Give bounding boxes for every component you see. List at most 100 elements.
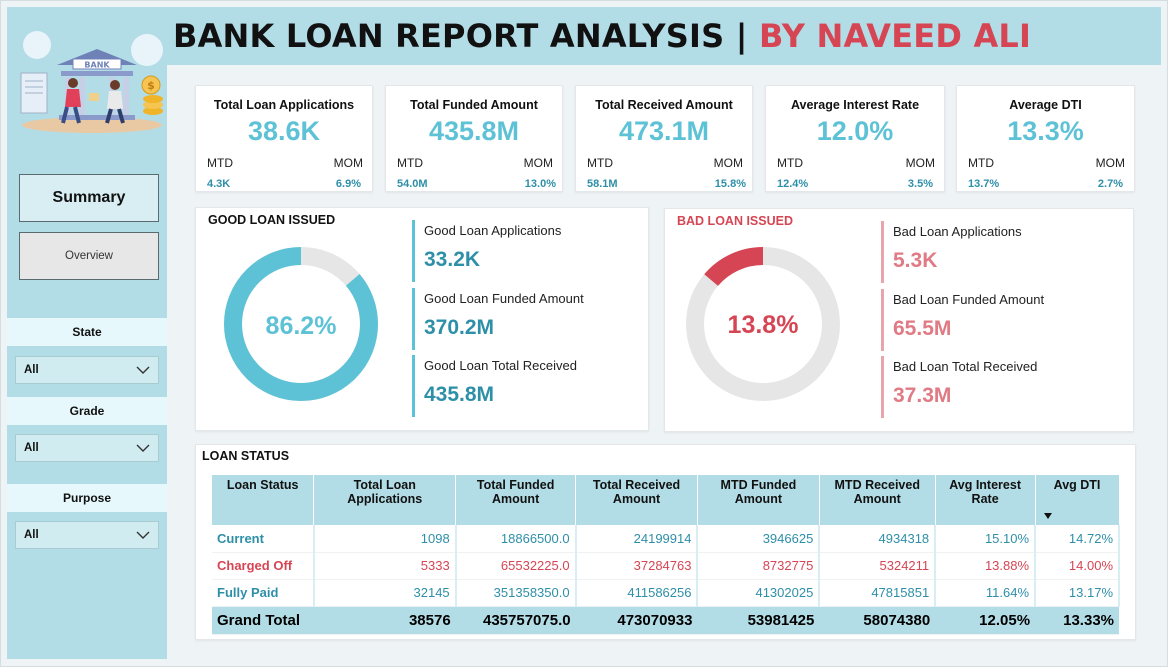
donut-arc bbox=[224, 247, 378, 401]
sort-descending-icon bbox=[1043, 513, 1052, 519]
cell: 24199914 bbox=[575, 525, 699, 553]
purpose-filter-select[interactable]: All bbox=[15, 521, 159, 549]
title-main: BANK LOAN REPORT ANALYSIS | bbox=[173, 17, 759, 55]
cell: 18866500.0 bbox=[455, 525, 577, 553]
kpi-card-total-applications[interactable]: Total Loan Applications 38.6K MTD MOM 4.… bbox=[195, 85, 373, 192]
cell: 411586256 bbox=[575, 579, 699, 607]
good-loan-title: GOOD LOAN ISSUED bbox=[208, 213, 336, 227]
metric-value: 65.5M bbox=[893, 317, 952, 340]
cell: 351358350.0 bbox=[455, 579, 577, 607]
summary-button[interactable]: Summary bbox=[19, 174, 159, 222]
bad-loan-donut[interactable]: 13.8% bbox=[682, 243, 844, 405]
mtd-value: 4.3K bbox=[207, 178, 231, 190]
cell: 14.00% bbox=[1035, 552, 1120, 580]
chevron-down-icon bbox=[136, 444, 150, 452]
loan-status-title: LOAN STATUS bbox=[202, 449, 290, 463]
sidebar: BANK $ Summary Overview State All Grade bbox=[7, 7, 167, 659]
purpose-filter-value: All bbox=[24, 529, 39, 541]
mom-label: MOM bbox=[1095, 156, 1125, 170]
state-filter-value: All bbox=[24, 364, 39, 376]
bad-loan-percent: 13.8% bbox=[728, 311, 799, 339]
column-header[interactable]: Total Funded Amount bbox=[455, 475, 577, 525]
table-row[interactable]: Current 1098 18866500.0 24199914 3946625… bbox=[212, 525, 1120, 553]
mtd-label: MTD bbox=[777, 156, 803, 170]
column-header[interactable]: Total Loan Applications bbox=[313, 475, 457, 525]
grade-filter-label: Grade bbox=[7, 397, 167, 425]
state-filter-label: State bbox=[7, 318, 167, 346]
overview-button[interactable]: Overview bbox=[19, 232, 159, 280]
mom-label: MOM bbox=[333, 156, 363, 170]
metric-label: Good Loan Total Received bbox=[424, 358, 577, 373]
column-header[interactable]: Avg Interest Rate bbox=[935, 475, 1036, 525]
cell: 8732775 bbox=[697, 552, 821, 580]
cell: Current bbox=[212, 525, 315, 553]
svg-text:$: $ bbox=[147, 79, 155, 92]
table-row[interactable]: Charged Off 5333 65532225.0 37284763 873… bbox=[212, 552, 1120, 580]
cell: 435757075.0 bbox=[455, 606, 576, 635]
cell: 473070933 bbox=[575, 606, 698, 635]
bad-loan-funded: Bad Loan Funded Amount 65.5M bbox=[881, 289, 1091, 351]
metric-label: Bad Loan Funded Amount bbox=[893, 292, 1045, 307]
state-filter-select[interactable]: All bbox=[15, 356, 159, 384]
mtd-value: 58.1M bbox=[587, 178, 618, 190]
cell: 65532225.0 bbox=[455, 552, 577, 580]
kpi-card-total-received[interactable]: Total Received Amount 473.1M MTD MOM 58.… bbox=[575, 85, 753, 192]
cell: 12.05% bbox=[935, 606, 1036, 635]
title-author: BY NAVEED ALI bbox=[758, 17, 1032, 55]
metric-label: Bad Loan Applications bbox=[893, 224, 1022, 239]
good-loan-donut[interactable]: 86.2% bbox=[220, 243, 382, 405]
cell: 37284763 bbox=[575, 552, 699, 580]
column-header[interactable]: MTD Received Amount bbox=[819, 475, 936, 525]
good-loan-applications: Good Loan Applications 33.2K bbox=[412, 220, 622, 282]
metric-value: 33.2K bbox=[424, 248, 481, 271]
loan-status-panel: LOAN STATUS Loan Status Total Loan Appli… bbox=[195, 444, 1136, 640]
kpi-card-avg-interest[interactable]: Average Interest Rate 12.0% MTD MOM 12.4… bbox=[765, 85, 945, 192]
column-header[interactable]: Loan Status bbox=[212, 475, 315, 525]
cell: 5333 bbox=[313, 552, 457, 580]
good-loan-funded: Good Loan Funded Amount 370.2M bbox=[412, 288, 622, 350]
cell: 5324211 bbox=[819, 552, 937, 580]
mom-value: 13.0% bbox=[524, 178, 556, 190]
metric-value: 37.3M bbox=[893, 384, 952, 407]
cell: 11.64% bbox=[935, 579, 1037, 607]
kpi-title: Total Loan Applications bbox=[213, 98, 355, 112]
kpi-card-avg-dti[interactable]: Average DTI 13.3% MTD MOM 13.7% 2.7% bbox=[956, 85, 1135, 192]
cell: Charged Off bbox=[212, 552, 315, 580]
kpi-title: Total Funded Amount bbox=[410, 98, 538, 112]
mtd-value: 13.7% bbox=[968, 178, 1000, 190]
cell: 14.72% bbox=[1035, 525, 1120, 553]
metric-value: 370.2M bbox=[424, 316, 495, 339]
column-header[interactable]: MTD Funded Amount bbox=[697, 475, 820, 525]
kpi-value: 38.6K bbox=[247, 116, 321, 146]
chevron-down-icon bbox=[136, 531, 150, 539]
cell: 15.10% bbox=[935, 525, 1037, 553]
cell: 38576 bbox=[313, 606, 456, 635]
column-header-label: Avg DTI bbox=[1053, 478, 1101, 492]
loan-status-table: Loan Status Total Loan Applications Tota… bbox=[212, 475, 1120, 635]
mom-value: 3.5% bbox=[907, 178, 933, 190]
column-header-sorted[interactable]: Avg DTI bbox=[1035, 475, 1120, 525]
mom-value: 15.8% bbox=[714, 178, 746, 190]
cell: 47815851 bbox=[819, 579, 937, 607]
mom-label: MOM bbox=[713, 156, 743, 170]
mom-label: MOM bbox=[905, 156, 935, 170]
loan-status-table-wrap: Loan Status Total Loan Applications Tota… bbox=[212, 475, 1120, 635]
column-header[interactable]: Total Received Amount bbox=[575, 475, 698, 525]
cell: 13.33% bbox=[1035, 606, 1119, 635]
cell: Fully Paid bbox=[212, 579, 315, 607]
bad-loan-title: BAD LOAN ISSUED bbox=[677, 214, 793, 228]
cell: 4934318 bbox=[819, 525, 937, 553]
metric-label: Bad Loan Total Received bbox=[893, 359, 1038, 374]
kpi-card-total-funded[interactable]: Total Funded Amount 435.8M MTD MOM 54.0M… bbox=[385, 85, 563, 192]
table-row[interactable]: Fully Paid 32145 351358350.0 411586256 4… bbox=[212, 579, 1120, 607]
cell: 53981425 bbox=[697, 606, 820, 635]
cell: 13.17% bbox=[1035, 579, 1120, 607]
mom-label: MOM bbox=[523, 156, 553, 170]
cell: 58074380 bbox=[819, 606, 936, 635]
table-total-row: Grand Total 38576 435757075.0 473070933 … bbox=[212, 606, 1119, 635]
metric-value: 5.3K bbox=[893, 249, 938, 272]
mtd-label: MTD bbox=[207, 156, 233, 170]
mom-value: 6.9% bbox=[335, 178, 361, 190]
grade-filter-select[interactable]: All bbox=[15, 434, 159, 462]
